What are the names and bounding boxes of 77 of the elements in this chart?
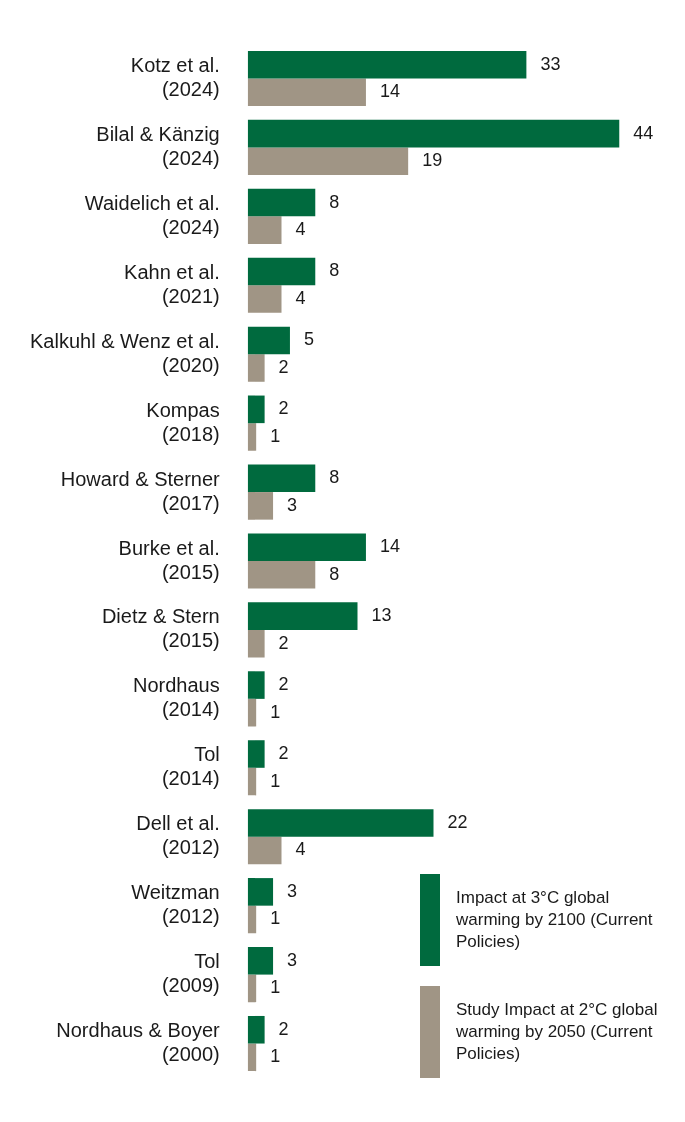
bar (247, 1015, 265, 1044)
y-tick-label: Dell et al. (2012) (136, 812, 220, 859)
bar (247, 78, 366, 107)
text: Impact at 3°C global warming by 2100 (Current Policies) (456, 887, 654, 953)
bar (247, 767, 257, 796)
y-tick-label: Kompas (2018) (146, 398, 220, 445)
bar (247, 533, 366, 561)
data-label: 1 (270, 977, 281, 998)
y-tick-label: Bilal & Känzig (2024) (96, 122, 220, 169)
y-tick-label: Burke et al. (2015) (118, 536, 220, 583)
data-label: 1 (270, 425, 281, 446)
data-label: 1 (270, 1046, 281, 1067)
bar (247, 671, 265, 699)
bar (247, 147, 409, 175)
bar (247, 492, 274, 520)
bar (247, 905, 257, 934)
data-label: 13 (371, 605, 392, 626)
bar (247, 326, 290, 355)
data-label: 3 (287, 494, 298, 515)
y-tick-label: Nordhaus (2014) (133, 674, 220, 721)
bar (247, 216, 282, 244)
data-label: 44 (633, 122, 654, 143)
data-label: 33 (540, 53, 561, 74)
bar (247, 698, 257, 727)
bar (247, 809, 434, 837)
bar (247, 974, 257, 1003)
bar (247, 561, 316, 589)
data-label: 22 (447, 811, 468, 832)
data-label: 8 (329, 563, 340, 584)
y-tick-label: Kalkuhl & Wenz et al. (2020) (29, 329, 220, 376)
y-tick-label: Howard & Sterner (2017) (60, 467, 221, 514)
bar (247, 50, 527, 79)
bar (247, 740, 265, 768)
bar (247, 602, 358, 630)
bar (247, 878, 274, 906)
data-label: 2 (278, 1018, 289, 1039)
bar (247, 947, 274, 975)
data-label: 2 (278, 398, 289, 419)
data-label: 1 (270, 770, 281, 791)
data-label: 2 (278, 674, 289, 695)
bar (247, 354, 265, 382)
bar (247, 464, 316, 493)
data-label: 14 (379, 536, 400, 557)
y-tick-label: Waidelich et al. (2024) (84, 191, 220, 238)
data-label: 1 (270, 908, 281, 929)
data-label: 2 (278, 742, 289, 763)
bar (247, 1043, 257, 1072)
bar (247, 119, 620, 148)
y-tick-label: Dietz & Stern (2015) (101, 605, 220, 652)
y-tick-label: Nordhaus & Boyer (2000) (56, 1019, 221, 1066)
data-label: 3 (287, 880, 298, 901)
bar (247, 395, 265, 424)
data-label: 8 (329, 467, 340, 488)
text: Study Impact at 2°C global warming by 2050 (Current Policies) (456, 999, 659, 1065)
data-label: 19 (422, 150, 443, 171)
y-tick-label: Weitzman (2012) (131, 881, 220, 928)
bar (247, 423, 257, 451)
y-tick-label: Kahn et al. (2021) (124, 260, 220, 307)
y-tick-label: Tol (2014) (161, 743, 220, 790)
data-label: 4 (295, 288, 306, 309)
data-label: 5 (303, 329, 314, 350)
bar (247, 836, 282, 865)
data-label: 3 (287, 949, 298, 970)
data-label: 8 (329, 260, 340, 281)
data-label: 8 (329, 191, 340, 212)
bar (247, 257, 316, 286)
bar (247, 188, 316, 217)
data-label: 4 (295, 839, 306, 860)
data-label: 2 (278, 356, 289, 377)
bar (247, 629, 265, 658)
bar (247, 285, 282, 313)
y-tick-label: Kotz et al. (2024) (130, 53, 220, 100)
data-label: 1 (270, 701, 281, 722)
data-label: 4 (295, 219, 306, 240)
data-label: 2 (278, 632, 289, 653)
y-tick-label: Tol (2009) (161, 950, 220, 997)
data-label: 14 (379, 81, 400, 102)
